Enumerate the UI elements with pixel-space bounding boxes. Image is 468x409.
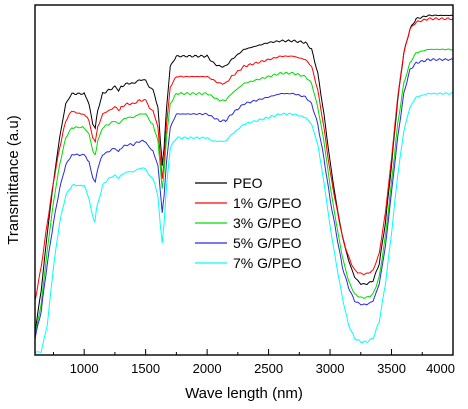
x-tick-label: 4000	[426, 361, 455, 376]
series-line-7-g-peo	[35, 92, 453, 353]
series-line-1-g-peo	[35, 17, 453, 301]
legend-label: 1% G/PEO	[233, 195, 302, 211]
legend-label: 7% G/PEO	[233, 255, 302, 271]
legend-label: 3% G/PEO	[233, 215, 302, 231]
legend: PEO 1% G/PEO 3% G/PEO 5% G/PEO 7% G/PEO	[195, 175, 302, 271]
legend-label: PEO	[233, 175, 263, 191]
series-line-3-g-peo	[35, 48, 453, 336]
x-tick-label: 3000	[316, 361, 345, 376]
x-tick-label: 1500	[131, 361, 160, 376]
x-tick-label: 2000	[193, 361, 222, 376]
plot-frame	[34, 4, 454, 356]
series-line-peo	[35, 14, 453, 332]
x-axis-title: Wave length (nm)	[185, 385, 303, 402]
series-layer	[35, 14, 453, 353]
legend-label: 5% G/PEO	[233, 235, 302, 251]
tick-layer: 1000 1500 2000 2500 3000 3500 4000	[52, 349, 455, 376]
y-axis-title: Transmittance (a.u)	[5, 115, 22, 245]
x-tick-label: 2500	[254, 361, 283, 376]
x-tick-label: 1000	[70, 361, 99, 376]
series-line-5-g-peo	[35, 58, 453, 340]
x-tick-label: 3500	[377, 361, 406, 376]
